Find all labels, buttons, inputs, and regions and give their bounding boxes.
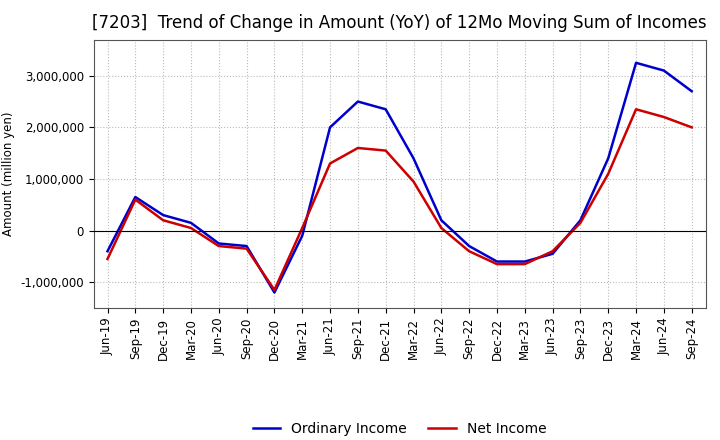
Y-axis label: Amount (million yen): Amount (million yen) <box>1 112 14 236</box>
Net Income <box>465 249 474 254</box>
Title: [7203]  Trend of Change in Amount (YoY) of 12Mo Moving Sum of Incomes: [7203] Trend of Change in Amount (YoY) o… <box>92 15 707 33</box>
Net Income <box>576 220 585 225</box>
Ordinary Income <box>131 194 140 200</box>
Ordinary Income <box>576 218 585 223</box>
Net Income <box>103 257 112 262</box>
Net Income <box>270 287 279 293</box>
Ordinary Income <box>631 60 640 66</box>
Ordinary Income <box>242 243 251 249</box>
Ordinary Income <box>409 156 418 161</box>
Ordinary Income <box>660 68 668 73</box>
Ordinary Income <box>492 259 501 264</box>
Net Income <box>437 225 446 231</box>
Net Income <box>631 106 640 112</box>
Ordinary Income <box>159 213 168 218</box>
Ordinary Income <box>688 88 696 94</box>
Net Income <box>242 246 251 251</box>
Ordinary Income <box>325 125 334 130</box>
Net Income <box>325 161 334 166</box>
Ordinary Income <box>270 290 279 295</box>
Net Income <box>521 261 529 267</box>
Net Income <box>549 249 557 254</box>
Ordinary Income <box>186 220 195 225</box>
Net Income <box>298 225 307 231</box>
Net Income <box>492 261 501 267</box>
Net Income <box>688 125 696 130</box>
Ordinary Income <box>465 243 474 249</box>
Net Income <box>354 145 362 150</box>
Ordinary Income <box>437 218 446 223</box>
Ordinary Income <box>298 233 307 238</box>
Net Income <box>604 171 613 176</box>
Net Income <box>186 225 195 231</box>
Net Income <box>660 114 668 120</box>
Ordinary Income <box>215 241 223 246</box>
Net Income <box>215 243 223 249</box>
Ordinary Income <box>354 99 362 104</box>
Legend: Ordinary Income, Net Income: Ordinary Income, Net Income <box>247 417 552 440</box>
Net Income <box>409 179 418 184</box>
Ordinary Income <box>604 156 613 161</box>
Line: Ordinary Income: Ordinary Income <box>107 63 692 293</box>
Ordinary Income <box>549 251 557 257</box>
Ordinary Income <box>103 249 112 254</box>
Ordinary Income <box>382 106 390 112</box>
Net Income <box>159 218 168 223</box>
Ordinary Income <box>521 259 529 264</box>
Line: Net Income: Net Income <box>107 109 692 290</box>
Net Income <box>131 197 140 202</box>
Net Income <box>382 148 390 153</box>
